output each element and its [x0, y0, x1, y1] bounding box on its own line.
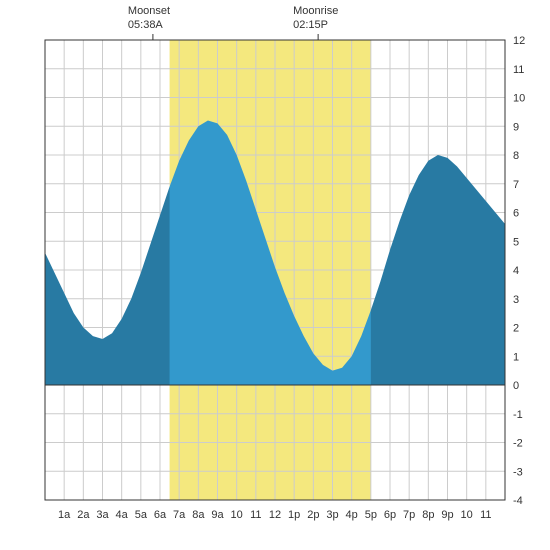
svg-text:10: 10: [231, 509, 243, 521]
svg-text:1p: 1p: [288, 509, 300, 521]
svg-text:10: 10: [461, 509, 473, 521]
svg-text:-1: -1: [513, 409, 523, 421]
svg-text:3: 3: [513, 294, 519, 306]
svg-text:5a: 5a: [135, 509, 148, 521]
svg-text:7: 7: [513, 179, 519, 191]
tide-chart: Moonset 05:38A Moonrise 02:15P -4-3-2-10…: [0, 0, 550, 550]
svg-text:12: 12: [513, 35, 525, 47]
svg-text:7a: 7a: [173, 509, 186, 521]
svg-text:12: 12: [269, 509, 281, 521]
svg-text:1a: 1a: [58, 509, 71, 521]
svg-text:10: 10: [513, 93, 525, 105]
svg-text:4: 4: [513, 265, 519, 277]
svg-text:2p: 2p: [307, 509, 319, 521]
svg-text:1: 1: [513, 351, 519, 363]
svg-text:4p: 4p: [346, 509, 358, 521]
svg-text:9a: 9a: [211, 509, 224, 521]
svg-text:5p: 5p: [365, 509, 377, 521]
svg-text:6: 6: [513, 208, 519, 220]
moonset-time: 05:38A: [128, 19, 163, 31]
moonrise-title: Moonrise: [293, 5, 338, 17]
svg-text:0: 0: [513, 380, 519, 392]
svg-text:-3: -3: [513, 466, 523, 478]
chart-svg: -4-3-2-101234567891011121a2a3a4a5a6a7a8a…: [0, 0, 550, 550]
svg-text:8a: 8a: [192, 509, 205, 521]
svg-text:11: 11: [480, 509, 491, 521]
svg-text:2a: 2a: [77, 509, 90, 521]
svg-text:8p: 8p: [422, 509, 434, 521]
svg-text:9p: 9p: [441, 509, 453, 521]
svg-text:-2: -2: [513, 438, 523, 450]
svg-text:5: 5: [513, 236, 519, 248]
moonset-title: Moonset: [128, 5, 170, 17]
svg-text:2: 2: [513, 323, 519, 335]
svg-text:3p: 3p: [326, 509, 338, 521]
svg-text:8: 8: [513, 150, 519, 162]
moonrise-time: 02:15P: [293, 19, 328, 31]
svg-text:11: 11: [250, 509, 261, 521]
svg-text:4a: 4a: [116, 509, 129, 521]
svg-text:6a: 6a: [154, 509, 167, 521]
svg-text:3a: 3a: [96, 509, 109, 521]
moonrise-label: Moonrise 02:15P: [293, 4, 338, 33]
svg-text:7p: 7p: [403, 509, 415, 521]
svg-text:9: 9: [513, 121, 519, 133]
svg-text:-4: -4: [513, 495, 523, 507]
svg-text:11: 11: [513, 64, 524, 76]
svg-text:6p: 6p: [384, 509, 396, 521]
moonset-label: Moonset 05:38A: [128, 4, 170, 33]
